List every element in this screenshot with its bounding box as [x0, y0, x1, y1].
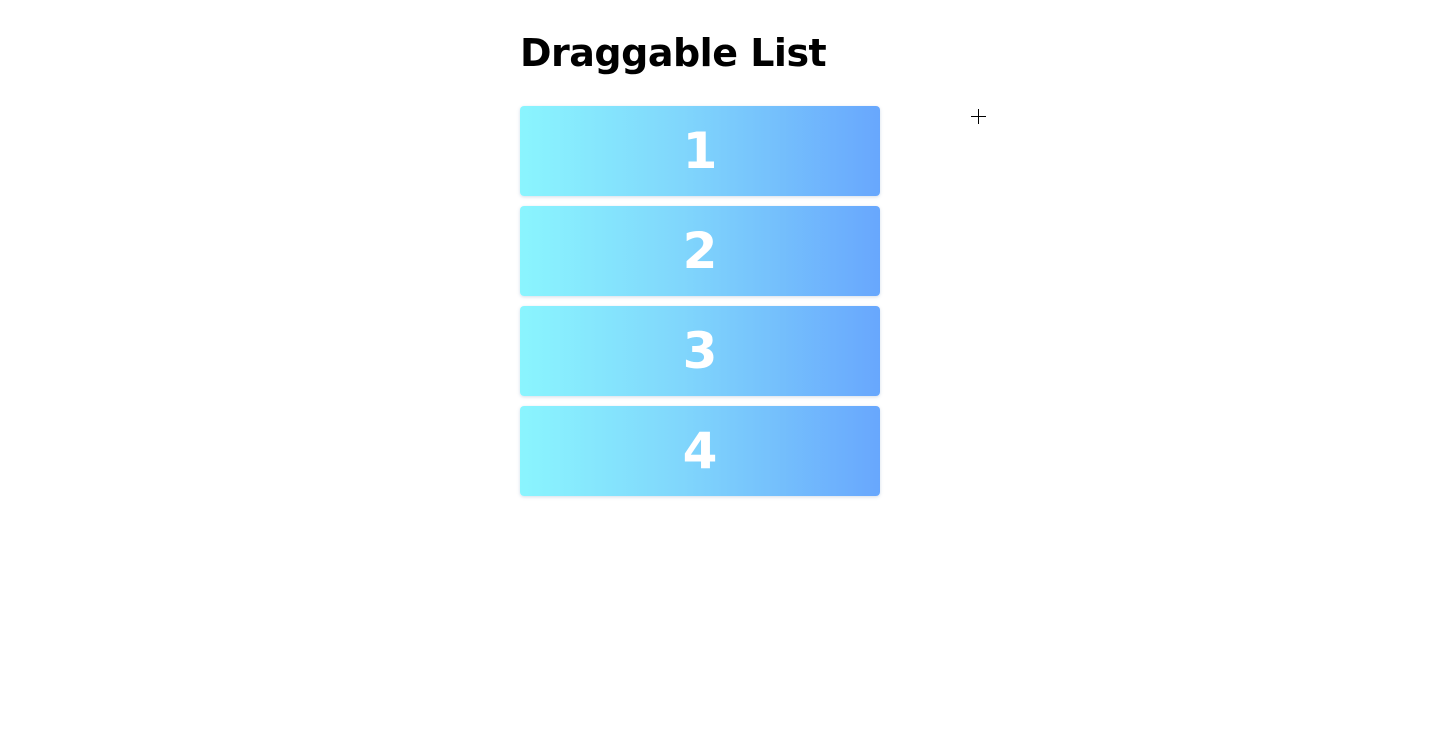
page-title: Draggable List [520, 31, 827, 75]
list-item-3[interactable]: 3 [520, 306, 880, 396]
list-item-label: 4 [682, 422, 718, 480]
list-item-1[interactable]: 1 [520, 106, 880, 196]
list-item-label: 3 [682, 322, 718, 380]
crosshair-cursor-icon [971, 109, 986, 124]
list-item-4[interactable]: 4 [520, 406, 880, 496]
draggable-list: 1 2 3 4 [520, 106, 880, 506]
list-item-label: 1 [682, 122, 718, 180]
list-item-2[interactable]: 2 [520, 206, 880, 296]
list-item-label: 2 [682, 222, 718, 280]
